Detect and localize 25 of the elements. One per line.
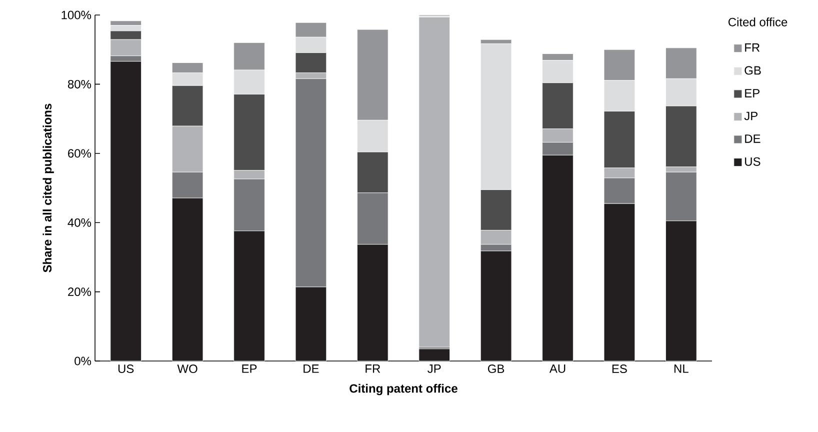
legend-label: JP — [744, 112, 758, 120]
legend-title: Cited office — [728, 18, 788, 26]
y-tick-label: 20% — [68, 288, 92, 296]
x-tick-label: AU — [549, 364, 566, 373]
x-axis-title: Citing patent office — [350, 384, 458, 396]
x-tick-label: FR — [366, 364, 380, 373]
legend-label: DE — [745, 134, 760, 143]
x-tick-label: US — [118, 364, 134, 374]
x-tick-label: NL — [674, 364, 688, 373]
legend-label: EP — [745, 89, 760, 98]
y-tick-label: 100% — [62, 10, 92, 20]
legend-label: FR — [745, 43, 760, 52]
x-tick-label: JP — [428, 364, 441, 373]
x-tick-label: EP — [242, 364, 257, 373]
y-tick-label: 0% — [74, 356, 92, 366]
x-tick-label: DE — [304, 364, 319, 373]
x-tick-label: GB — [488, 364, 504, 374]
y-tick-label: 80% — [68, 80, 92, 88]
y-tick-label: 40% — [68, 218, 92, 227]
y-axis-title: Share in all cited publications — [42, 104, 54, 272]
legend-label: US — [745, 157, 760, 166]
x-tick-label: WO — [177, 364, 198, 374]
legend-label: GB — [744, 66, 761, 75]
x-tick-label: ES — [612, 364, 627, 374]
y-tick-label: 60% — [68, 149, 92, 158]
